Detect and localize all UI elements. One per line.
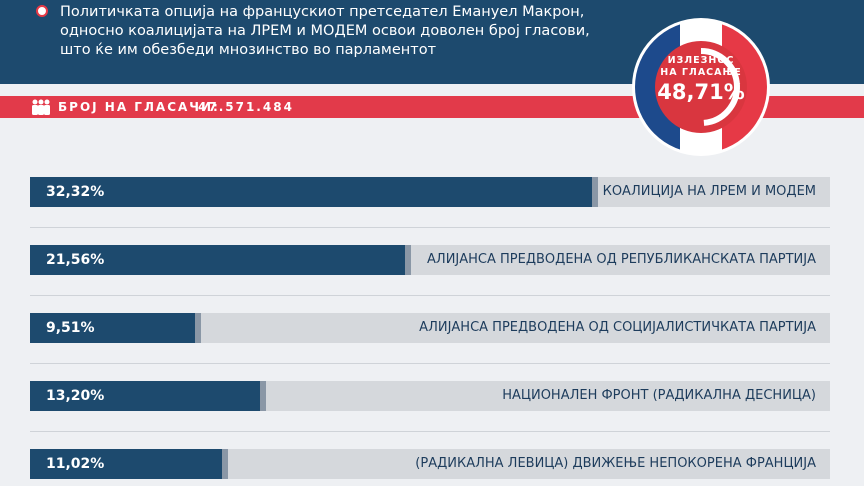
row-separator [30,227,830,228]
bar-category-label: НАЦИОНАЛЕН ФРОНТ (РАДИКАЛНА ДЕСНИЦА) [502,388,816,403]
row-separator [30,295,830,296]
bar-row: 11,02% (РАДИКАЛНА ЛЕВИЦА) ДВИЖЕЊЕ НЕПОКОР… [30,449,830,479]
bar-cap [195,313,201,343]
bar-value-label: 21,56% [46,252,105,268]
people-icon [32,99,50,115]
bullet-icon [36,5,48,17]
bar-row: 32,32% КОАЛИЦИЈА НА ЛРЕМ И МОДЕМ [30,177,830,207]
header-line: односно коалицијата на ЛРЕМ и МОДЕМ осво… [60,23,590,39]
bar-value-label: 32,32% [46,184,105,200]
bar-cap [222,449,228,479]
bar [30,313,195,343]
voters-label: БРОЈ НА ГЛАСАЧИ: [58,100,220,114]
turnout-label-line: НА ГЛАСАЊЕ [660,67,742,78]
voters-value: 47.571.484 [198,100,294,114]
row-separator [30,431,830,432]
turnout-badge: ИЗЛЕЗНОС НА ГЛАСАЊЕ 48,71% [616,18,786,156]
bar [30,449,222,479]
turnout-label: ИЗЛЕЗНОС НА ГЛАСАЊЕ [616,55,786,79]
bar-category-label: КОАЛИЦИЈА НА ЛРЕМ И МОДЕМ [602,184,816,199]
french-flag-circle [632,18,770,156]
bar-category-label: АЛИЈАНСА ПРЕДВОДЕНА ОД РЕПУБЛИКАНСКАТА П… [427,252,816,267]
bar [30,245,405,275]
bar-value-label: 9,51% [46,320,95,336]
bar [30,177,592,207]
bar-row: 13,20% НАЦИОНАЛЕН ФРОНТ (РАДИКАЛНА ДЕСНИЦ… [30,381,830,411]
bar-cap [260,381,266,411]
turnout-label-line: ИЗЛЕЗНОС [667,55,735,66]
header-line: што ќе им обезбеди мнозинство во парламе… [60,42,437,58]
header-line: Политичката опција на францускиот претсе… [60,4,585,20]
bar-value-label: 11,02% [46,456,105,472]
bar-value-label: 13,20% [46,388,105,404]
bar [30,381,260,411]
bar-cap [592,177,598,207]
bar-category-label: (РАДИКАЛНА ЛЕВИЦА) ДВИЖЕЊЕ НЕПОКОРЕНА ФР… [415,456,816,471]
bar-row: 21,56% АЛИЈАНСА ПРЕДВОДЕНА ОД РЕПУБЛИКАНС… [30,245,830,275]
turnout-arc [700,48,740,126]
bar-row: 9,51% АЛИЈАНСА ПРЕДВОДЕНА ОД СОЦИЈАЛИСТИЧ… [30,313,830,343]
header-description: Политичката опција на францускиот претсе… [60,3,590,60]
bar-category-label: АЛИЈАНСА ПРЕДВОДЕНА ОД СОЦИЈАЛИСТИЧКАТА … [419,320,816,335]
turnout-value: 48,71% [657,80,745,104]
row-separator [30,363,830,364]
bar-cap [405,245,411,275]
